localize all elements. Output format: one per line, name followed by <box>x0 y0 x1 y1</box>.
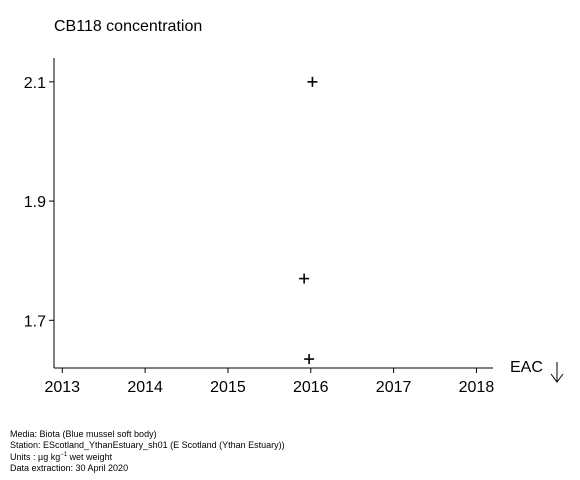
axes <box>53 58 493 369</box>
chart-title: CB118 concentration <box>54 18 203 35</box>
y-tick-label: 1.9 <box>24 194 46 211</box>
x-tick-label: 2014 <box>127 379 163 396</box>
footer-units: Units : µg kg−1 wet weight <box>10 452 285 463</box>
y-tick-label: 1.7 <box>24 313 46 330</box>
x-tick-label: 2016 <box>293 379 329 396</box>
eac-label: EAC <box>510 359 543 376</box>
y-tick-label: 2.1 <box>24 75 46 92</box>
y-axis-ticks: 1.7 1.9 2.1 <box>24 75 54 330</box>
x-tick-label: 2017 <box>376 379 412 396</box>
units-exponent: −1 <box>60 451 68 458</box>
data-point <box>299 273 310 284</box>
eac-down-arrow-icon <box>550 362 564 383</box>
chart-footer: Media: Biota (Blue mussel soft body) Sta… <box>10 429 285 474</box>
footer-media: Media: Biota (Blue mussel soft body) <box>10 429 157 439</box>
x-tick-label: 2015 <box>210 379 246 396</box>
footer-station: Station: EScotland_YthanEstuary_sh01 (E … <box>10 440 285 451</box>
x-axis-ticks: 2013 2014 2015 2016 2017 2018 <box>44 368 494 396</box>
data-points <box>299 76 318 365</box>
x-tick-label: 2018 <box>459 379 495 396</box>
x-tick-label: 2013 <box>44 379 80 396</box>
units-prefix: Units : µg kg <box>10 451 61 462</box>
units-suffix: wet weight <box>67 451 113 462</box>
data-point <box>304 354 315 365</box>
data-point <box>307 76 318 87</box>
eac-arrow-head <box>550 373 564 383</box>
footer-extraction: Data extraction: 30 April 2020 <box>10 462 129 473</box>
